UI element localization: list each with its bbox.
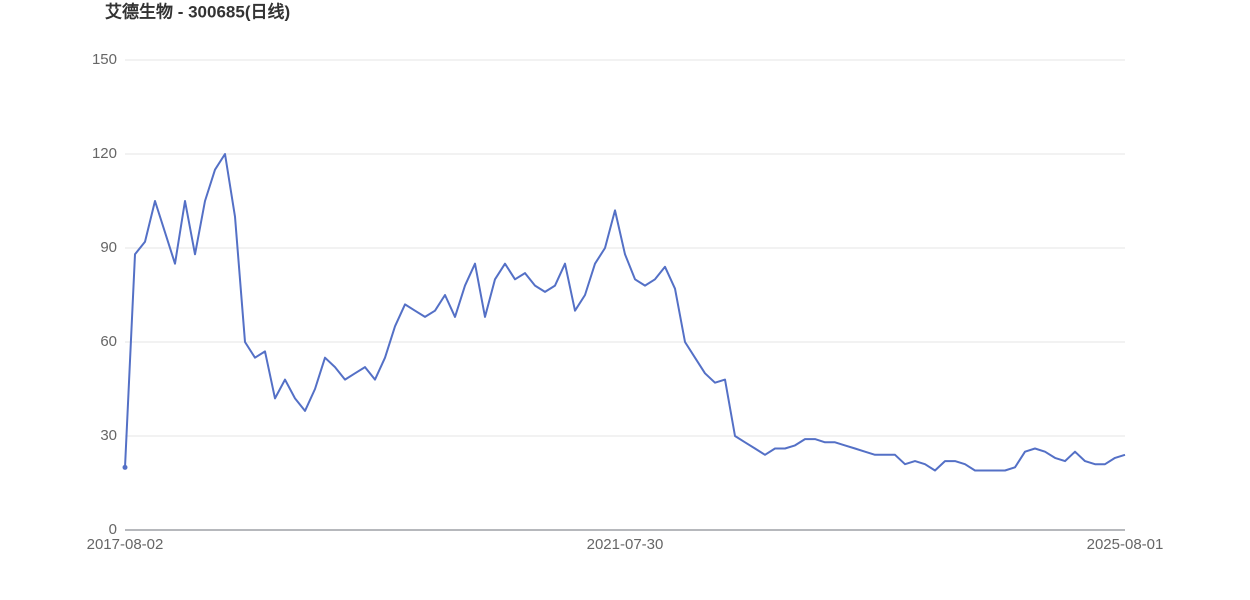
y-tick-label: 90 — [100, 239, 117, 256]
y-tick-label: 150 — [92, 51, 117, 68]
series-line — [124, 153, 1126, 472]
y-tick-label: 30 — [100, 427, 117, 444]
x-tick-label: 2021-07-30 — [587, 536, 664, 553]
y-tick-label: 0 — [109, 521, 117, 538]
start-point — [122, 464, 128, 470]
y-tick-label: 120 — [92, 145, 117, 162]
x-tick-label: 2025-08-01 — [1087, 536, 1164, 553]
chart-title: 艾德生物 - 300685(日线) — [105, 1, 290, 21]
x-tick-label: 2017-08-02 — [87, 536, 164, 553]
y-tick-label: 60 — [100, 333, 117, 350]
